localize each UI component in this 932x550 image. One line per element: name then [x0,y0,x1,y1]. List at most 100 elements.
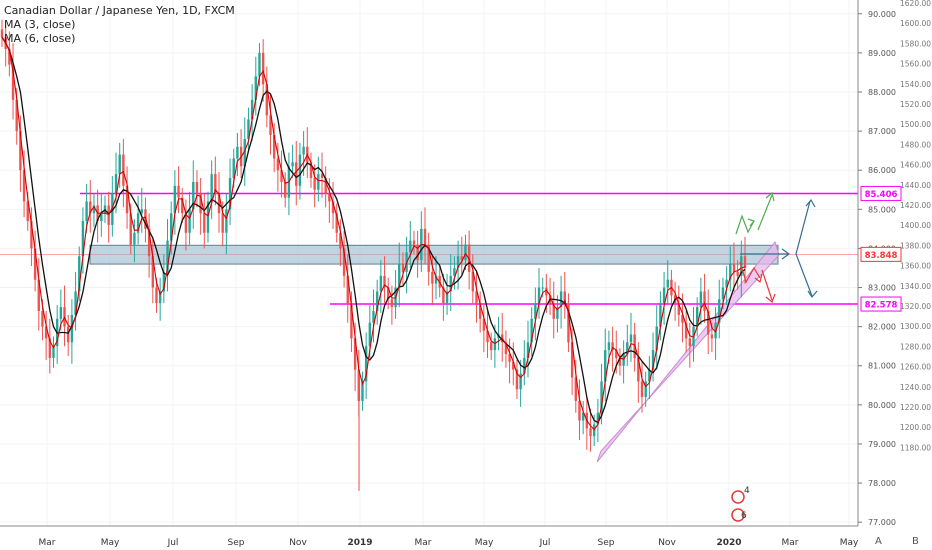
candle-body [431,271,434,284]
candle-body [118,154,121,175]
candle-body [30,221,33,249]
candle-body [629,334,633,343]
event-marker[interactable]: 4 6 [731,486,750,522]
price-tag-text: 83.848 [865,251,898,261]
marker-top-icon[interactable] [731,490,745,504]
ma6-line [1,36,746,424]
zone-rect [89,244,779,265]
x-tick-label: 2019 [347,538,372,548]
candle-body [596,412,600,425]
green-arrow-small-head [747,218,756,227]
candle-body [618,357,622,366]
x-tick-label: Sep [598,538,615,548]
candle-body [107,205,110,225]
candle-body [8,48,11,65]
y-tick-label-right: 1360.00 [900,262,931,271]
candle-body [504,342,508,355]
candle-body [581,412,585,421]
price-tag-box [860,185,902,201]
candle-body [736,271,739,276]
candle-body [269,115,272,136]
legend-ma6[interactable]: MA (6, close) [4,32,76,45]
candle-body [247,119,250,139]
y-tick-label-right: 1280.00 [900,342,931,351]
candle-body [570,342,574,378]
candle-body [313,178,316,190]
candle-body [206,201,210,233]
legend-title: Canadian Dollar / Japanese Yen, 1D, FXCM [4,4,235,17]
candle-body [214,174,217,194]
candle-body [534,303,537,319]
candle-body [48,338,52,358]
log-scale-button[interactable]: A [875,536,882,547]
blue-fork-top-head [805,198,816,208]
candle-body [162,271,166,292]
candle-body [52,346,55,358]
ascending-channel [596,240,780,463]
y-tick-label-left: 89.000 [868,49,896,58]
candle-body [541,287,544,289]
y-tick-label-left: 81.000 [868,362,896,371]
candle-body [136,213,140,233]
candle-body [729,264,732,280]
candle-body [184,213,188,233]
candle-body [302,146,305,155]
auto-scale-button[interactable]: B [912,536,919,547]
candle-body [725,279,728,288]
x-tick-label: May [101,538,120,548]
blue-fork-bottom-head [807,290,818,299]
y-tick-label-right: 1200.00 [900,423,931,432]
x-tick-label: Jul [539,538,551,548]
candle-body [662,287,666,304]
candle-body [228,178,232,210]
x-tick-label: Nov [658,538,676,548]
candle-body [530,318,533,343]
candle-body [320,174,324,179]
candle-body [19,131,22,171]
y-tick-label-right: 1380.00 [900,241,931,250]
x-tick-label: Sep [228,538,245,548]
y-tick-label-right: 1560.00 [900,60,931,69]
candle-body [681,314,684,323]
candle-body [401,264,405,272]
y-tick-label-left: 79.000 [868,440,896,449]
candle-body [92,205,96,214]
y-tick-label-left: 83.000 [868,284,896,293]
candle-body [339,232,342,249]
candle-body [578,400,581,421]
candle-body [15,99,18,132]
candle-body [265,84,269,116]
legend: Canadian Dollar / Japanese Yen, 1D, FXCM… [4,4,235,46]
marker-bottom-icon[interactable] [731,508,745,522]
candle-body [342,248,346,276]
y-tick-label-right: 1220.00 [900,403,931,412]
candle-body [78,256,81,292]
candle-body [125,185,129,214]
x-tick-label: 2020 [716,538,741,548]
candle-body [478,303,482,319]
candle-body [684,322,688,339]
price-tag-text: 85.406 [865,190,898,200]
candle-body [648,369,651,382]
candle-body [350,303,353,339]
candle-body [464,244,467,261]
price-tag-box [860,246,902,262]
marker-label-a: 4 [744,486,750,496]
candle-body [644,381,647,398]
candle-body [331,201,335,214]
channel-band [596,240,780,463]
y-tick-label-right: 1620.00 [900,0,931,8]
candle-body [519,373,522,390]
y-tick-label-right: 1440.00 [900,181,931,190]
candle-body [41,310,44,327]
y-tick-label-right: 1540.00 [900,80,931,89]
candle-body [416,244,419,261]
candle-body [372,310,375,323]
candle-body [640,381,644,398]
candle-body [203,213,206,233]
candle-body [169,213,173,241]
candle-body [37,279,40,311]
legend-ma3[interactable]: MA (3, close) [4,18,76,31]
